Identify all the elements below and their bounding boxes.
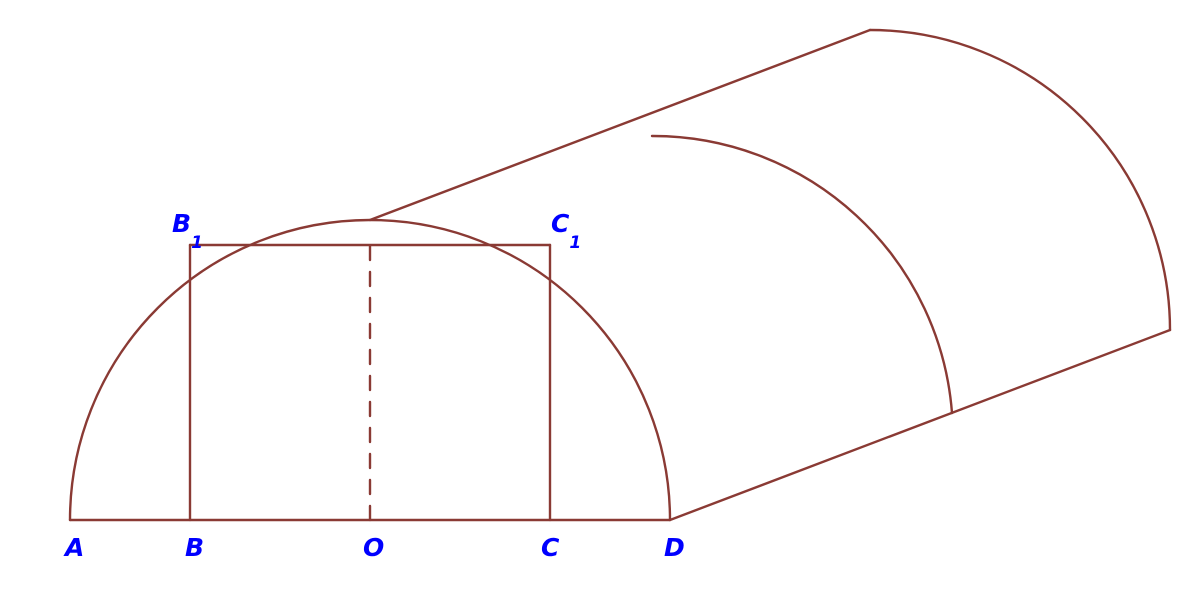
label-A: A: [63, 533, 84, 562]
label-D: D: [664, 533, 685, 562]
label-C: C: [541, 533, 560, 562]
label-C1: C1: [551, 209, 581, 253]
mid-arch-rib: [652, 136, 952, 413]
back-arc: [870, 30, 1170, 330]
label-B1: B1: [172, 209, 203, 253]
diagram-canvas: A B O C D B1 C1: [0, 0, 1200, 589]
front-arc: [70, 220, 670, 520]
depth-edge-bottom: [670, 330, 1170, 520]
label-B: B: [185, 533, 204, 562]
diagram-strokes: [70, 30, 1170, 520]
labels-group: A B O C D B1 C1: [63, 209, 685, 562]
label-O: O: [363, 533, 384, 562]
depth-edge-top: [370, 30, 870, 220]
